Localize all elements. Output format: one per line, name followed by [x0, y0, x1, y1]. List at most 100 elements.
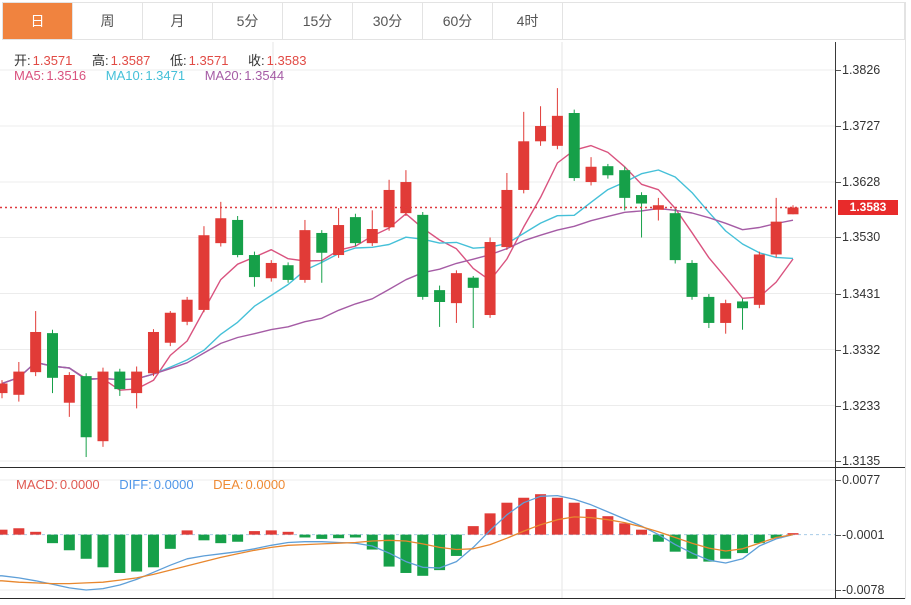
- candle-body: [114, 371, 126, 390]
- macd-value: 0.0000: [59, 477, 100, 492]
- price-axis-label: 1.3135: [835, 454, 881, 468]
- macd-bar: [97, 534, 109, 568]
- candle-body: [417, 214, 429, 297]
- macd-bar: [535, 494, 547, 535]
- macd-bar: [0, 529, 8, 535]
- macd-bar: [316, 534, 328, 539]
- candle-body: [703, 296, 715, 323]
- candle-body: [636, 195, 648, 204]
- open-value: 1.3571: [32, 53, 73, 68]
- macd-bar: [602, 516, 614, 535]
- period-tabbar: 日周月 5分 15分 30分 60分 4时: [2, 2, 905, 40]
- macd-bar: [551, 497, 563, 535]
- ma10-label: MA10:: [105, 68, 144, 83]
- price-axis-label: 1.3431: [835, 286, 881, 301]
- candle-body: [232, 219, 244, 256]
- ma10-line: [1, 169, 794, 385]
- candle-body: [349, 217, 361, 244]
- candle-body: [737, 301, 749, 309]
- tab-15分[interactable]: 15分: [283, 3, 353, 39]
- dea-label: DEA:: [213, 477, 244, 492]
- candle-body: [484, 242, 496, 316]
- candle-body: [535, 126, 547, 142]
- candle-body: [787, 207, 799, 215]
- candle-body: [686, 262, 698, 297]
- candle-body: [97, 371, 109, 442]
- close-label: 收:: [248, 53, 265, 68]
- macd-bar: [619, 523, 631, 535]
- last-price-tag: 1.3583: [838, 200, 898, 215]
- macd-bar: [720, 534, 732, 559]
- macd-chart[interactable]: [0, 467, 835, 599]
- diff-line: [0, 494, 794, 591]
- macd-bar: [215, 534, 227, 544]
- macd-label: MACD:: [16, 477, 58, 492]
- macd-axis-label: -0.0001: [835, 528, 885, 543]
- tab-4时[interactable]: 4时: [493, 3, 563, 39]
- ma20-value: 1.3544: [244, 68, 285, 83]
- candle-body: [568, 113, 580, 179]
- macd-legend: MACD: 0.0000 DIFF: 0.0000 DEA: 0.0000: [16, 477, 287, 492]
- candle-body: [652, 205, 664, 210]
- macd-bar: [349, 534, 361, 538]
- candle-body: [0, 383, 8, 394]
- macd-bar: [383, 534, 395, 567]
- candle-body: [619, 170, 631, 198]
- macd-bar: [80, 534, 92, 559]
- macd-bar: [686, 534, 698, 559]
- price-axis-label: 1.3826: [835, 63, 881, 77]
- ma5-value: 1.3516: [46, 68, 87, 83]
- bottom-border: [0, 598, 905, 599]
- macd-bar: [669, 534, 681, 552]
- candle-body: [63, 374, 75, 403]
- macd-bar: [450, 534, 462, 556]
- candle-body: [164, 312, 176, 343]
- candle-body: [400, 182, 412, 214]
- macd-bar: [164, 534, 176, 549]
- candlestick-chart[interactable]: [0, 42, 835, 467]
- candle-body: [30, 331, 42, 373]
- macd-bar: [753, 534, 765, 544]
- ma20-label: MA20:: [204, 68, 243, 83]
- macd-bar: [30, 531, 42, 535]
- macd-bar: [568, 502, 580, 535]
- low-label: 低:: [170, 53, 187, 68]
- macd-bar: [181, 530, 193, 535]
- candle-body: [366, 229, 378, 244]
- candle-body: [434, 290, 446, 302]
- macd-bar: [299, 534, 311, 538]
- price-axis-label: 1.3628: [835, 175, 881, 190]
- macd-bar: [63, 534, 75, 551]
- price-axis-label: 1.3727: [835, 119, 881, 134]
- ohlc-legend: 开: 1.3571 高: 1.3587 低: 1.3571 收: 1.3583: [14, 50, 308, 69]
- macd-bar: [147, 534, 159, 568]
- macd-bar: [501, 502, 513, 535]
- high-value: 1.3587: [110, 53, 151, 68]
- tab-日[interactable]: 日: [3, 3, 73, 39]
- right-border: [905, 2, 906, 599]
- macd-bar: [467, 526, 479, 535]
- ma5-label: MA5:: [14, 68, 45, 83]
- macd-bar: [248, 531, 260, 535]
- ma-legend: MA5: 1.3516 MA10: 1.3471 MA20: 1.3544: [14, 68, 286, 83]
- macd-axis-label: -0.0078: [835, 583, 885, 597]
- candle-body: [215, 218, 227, 244]
- candle-body: [383, 189, 395, 228]
- tab-周[interactable]: 周: [73, 3, 143, 39]
- tab-月[interactable]: 月: [143, 3, 213, 39]
- tab-30分[interactable]: 30分: [353, 3, 423, 39]
- macd-bar: [333, 534, 345, 539]
- candle-body: [602, 166, 614, 176]
- diff-label: DIFF:: [119, 477, 152, 492]
- tab-5分[interactable]: 5分: [213, 3, 283, 39]
- tab-60分[interactable]: 60分: [423, 3, 493, 39]
- macd-bar: [737, 534, 749, 554]
- macd-bar: [770, 534, 782, 539]
- macd-bar: [114, 534, 126, 573]
- candle-body: [181, 299, 193, 322]
- dea-value: 0.0000: [245, 477, 286, 492]
- axis-line: [835, 42, 836, 599]
- macd-bar: [417, 534, 429, 576]
- macd-bar: [131, 534, 143, 572]
- macd-bar: [518, 497, 530, 535]
